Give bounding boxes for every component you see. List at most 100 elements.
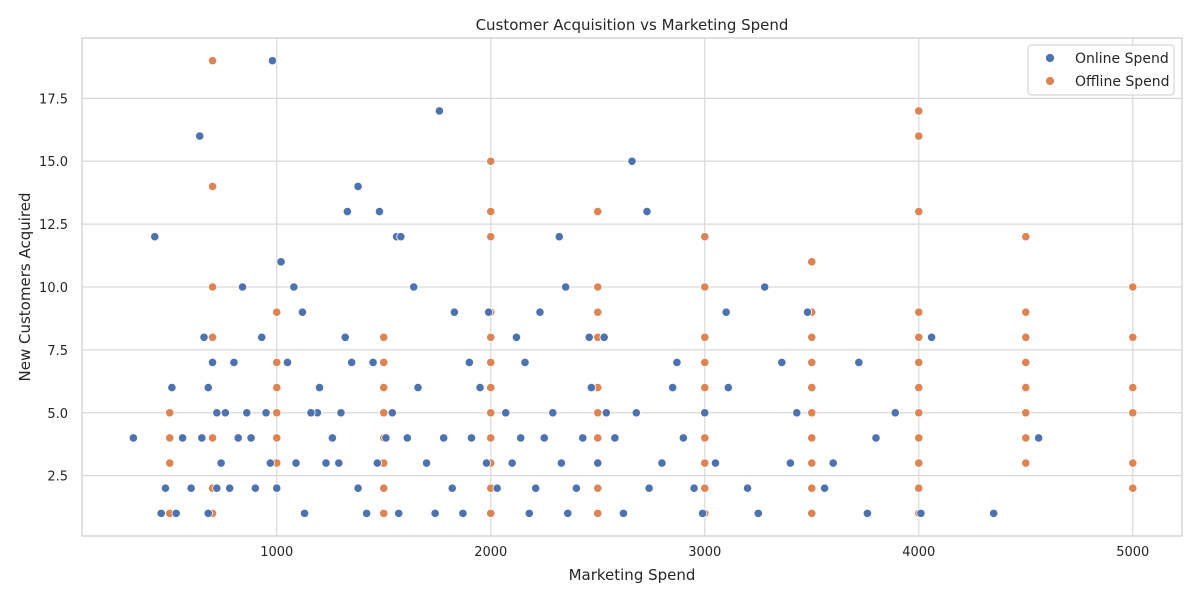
online-spend-point [854, 357, 864, 368]
online-spend-point [599, 332, 609, 342]
x-tick-label: 4000 [902, 545, 935, 560]
offline-spend-point [700, 282, 710, 292]
online-spend-point [828, 458, 838, 468]
offline-spend-point [379, 383, 389, 393]
online-spend-point [353, 181, 363, 191]
offline-spend-point [165, 433, 175, 443]
online-spend-point [871, 433, 881, 443]
offline-spend-point [486, 433, 496, 443]
offline-spend-point [1128, 458, 1138, 468]
offline-spend-points [165, 56, 1138, 518]
online-spend-point [265, 458, 275, 468]
online-spend-point [394, 508, 404, 518]
offline-spend-point [272, 433, 282, 443]
online-spend-point [916, 508, 926, 518]
online-spend-point [374, 206, 385, 217]
legend-box [1027, 44, 1175, 96]
online-spend-point [481, 458, 492, 468]
offline-spend-point [486, 408, 496, 418]
offline-spend-point [1021, 232, 1031, 242]
legend-online-marker [1045, 53, 1055, 63]
offline-spend-point [914, 332, 924, 342]
offline-spend-point [207, 332, 218, 342]
online-spend-point [710, 458, 721, 468]
online-spend-point [890, 408, 900, 418]
online-spend-point [257, 332, 267, 342]
offline-spend-point [207, 282, 218, 292]
offline-spend-point [807, 383, 817, 393]
offline-spend-point [1128, 483, 1138, 493]
online-spend-point [272, 483, 282, 493]
x-tick-label: 2000 [474, 545, 507, 560]
offline-spend-point [914, 357, 924, 368]
offline-spend-point [379, 408, 389, 418]
offline-spend-point [593, 206, 603, 217]
online-spend-point [297, 307, 308, 317]
legend-online-label: Online Spend [1075, 51, 1169, 67]
offline-spend-point [807, 257, 817, 267]
online-spend-point [203, 383, 213, 393]
offline-spend-point [486, 232, 496, 242]
offline-spend-point [593, 282, 603, 292]
online-spend-point [439, 433, 449, 443]
offline-spend-point [379, 483, 389, 493]
online-spend-point [246, 433, 256, 443]
online-spend-point [820, 483, 830, 493]
online-spend-point [689, 483, 699, 493]
y-tick-label: 12.5 [39, 218, 68, 233]
offline-spend-point [486, 383, 496, 393]
offline-spend-point [593, 307, 603, 317]
online-spend-point [342, 206, 352, 217]
offline-spend-point [207, 433, 218, 443]
offline-spend-point [593, 483, 603, 493]
online-spend-point [229, 357, 239, 368]
online-spend-point [507, 458, 517, 468]
online-spend-point [289, 282, 299, 292]
online-spend-point [409, 282, 419, 292]
online-spend-point [927, 332, 937, 342]
offline-spend-point [807, 433, 817, 443]
offline-spend-point [1021, 307, 1031, 317]
online-spend-point [195, 131, 205, 141]
legend-offline-label: Offline Spend [1075, 74, 1170, 90]
online-spend-point [381, 433, 391, 443]
offline-spend-point [914, 307, 924, 317]
online-spend-point [434, 106, 444, 116]
online-spend-point [578, 433, 588, 443]
online-spend-point [792, 408, 802, 418]
offline-spend-point [914, 206, 924, 217]
offline-spend-point [914, 433, 924, 443]
online-spend-point [464, 357, 474, 368]
offline-spend-point [486, 357, 496, 368]
online-spend-point [618, 508, 629, 518]
y-tick-label: 10.0 [39, 281, 68, 296]
offline-spend-point [1021, 357, 1031, 368]
online-spend-point [516, 433, 526, 443]
online-spend-point [802, 307, 813, 317]
offline-spend-point [1021, 458, 1031, 468]
online-spend-point [336, 408, 346, 418]
online-spend-point [282, 357, 293, 368]
online-spend-point [524, 508, 534, 518]
online-spend-point [347, 357, 357, 368]
online-spend-point [548, 408, 558, 418]
y-tick-label: 15.0 [39, 155, 68, 170]
online-spend-point [387, 408, 397, 418]
x-tick-label: 1000 [260, 545, 293, 560]
online-spend-point [321, 458, 331, 468]
online-spend-point [177, 433, 188, 443]
online-spend-point [458, 508, 468, 518]
offline-spend-point [1021, 408, 1031, 418]
offline-spend-point [807, 332, 817, 342]
online-spend-point [353, 483, 363, 493]
offline-spend-point [807, 357, 817, 368]
y-tick-label: 5.0 [47, 407, 68, 422]
online-spend-point [556, 458, 566, 468]
online-spend-point [160, 483, 171, 493]
offline-spend-point [807, 508, 817, 518]
online-spend-point [150, 232, 160, 242]
online-spend-point [327, 433, 337, 443]
offline-spend-point [379, 332, 389, 342]
offline-spend-point [700, 458, 710, 468]
